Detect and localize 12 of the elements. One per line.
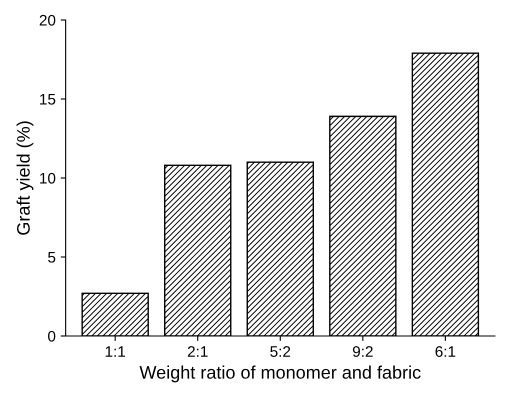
y-tick-label: 5 [48,252,56,263]
x-tick-label: 2:1 [188,346,208,357]
y-tick-label: 0 [48,330,56,342]
y-tick-label: 20 [40,14,56,26]
y-tick-label: 15 [40,94,56,105]
x-tick-label: 5:2 [270,346,290,357]
x-tick-label: 1:1 [106,346,126,357]
x-axis-title: Weight ratio of monomer and fabric [140,366,421,382]
x-tick-label: 9:2 [352,346,373,357]
y-tick-label: 10 [40,172,56,184]
x-tick-label: 6:1 [436,346,456,357]
y-axis-title: Graft yield (%) [16,121,34,235]
